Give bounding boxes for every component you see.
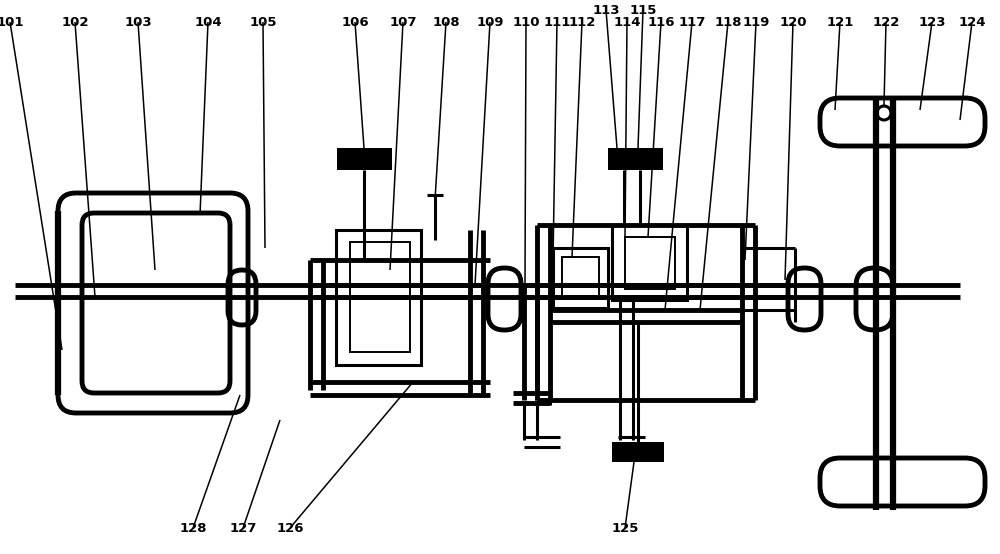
Bar (612, 225, 687, 300)
Text: 120: 120 (779, 16, 807, 28)
Text: 125: 125 (611, 521, 639, 535)
Bar (625, 237, 675, 289)
Text: 122: 122 (872, 16, 900, 28)
Text: 114: 114 (613, 16, 641, 28)
Bar (350, 242, 410, 352)
Text: 113: 113 (592, 3, 620, 17)
Text: 124: 124 (958, 16, 986, 28)
Bar (562, 257, 599, 299)
Text: 106: 106 (341, 16, 369, 28)
Text: 107: 107 (389, 16, 417, 28)
Bar (336, 230, 421, 365)
Bar (337, 148, 392, 170)
Text: 117: 117 (678, 16, 706, 28)
Text: 119: 119 (742, 16, 770, 28)
Text: 111: 111 (543, 16, 571, 28)
Text: 110: 110 (512, 16, 540, 28)
Text: 121: 121 (826, 16, 854, 28)
Text: 101: 101 (0, 16, 24, 28)
Bar (608, 148, 663, 170)
Text: 123: 123 (918, 16, 946, 28)
Text: 108: 108 (432, 16, 460, 28)
Text: 115: 115 (629, 3, 657, 17)
Text: 127: 127 (229, 521, 257, 535)
Bar (612, 442, 664, 462)
Bar (553, 248, 608, 308)
Text: 118: 118 (714, 16, 742, 28)
Text: 109: 109 (476, 16, 504, 28)
Text: 104: 104 (194, 16, 222, 28)
Text: 102: 102 (61, 16, 89, 28)
Text: 105: 105 (249, 16, 277, 28)
Text: 103: 103 (124, 16, 152, 28)
Text: 128: 128 (179, 521, 207, 535)
Text: 112: 112 (568, 16, 596, 28)
Text: 116: 116 (647, 16, 675, 28)
Text: 126: 126 (276, 521, 304, 535)
